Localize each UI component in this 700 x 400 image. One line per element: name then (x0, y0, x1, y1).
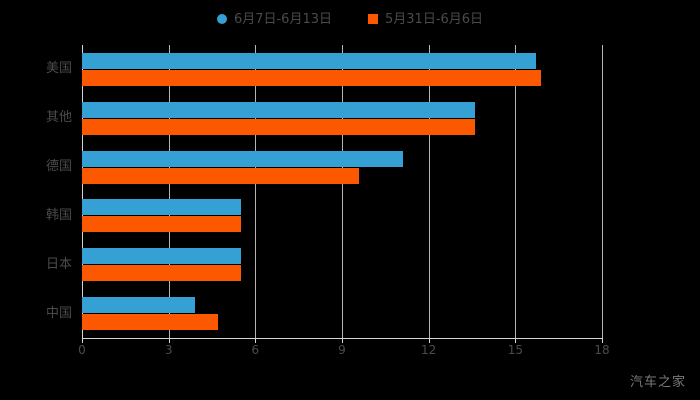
bar[interactable] (82, 297, 195, 314)
watermark: 汽车之家 (629, 375, 686, 390)
bar[interactable] (82, 150, 403, 167)
chart-legend: 6月7日-6月13日 5月31日-6月6日 (0, 8, 700, 30)
bar-group-1 (82, 101, 602, 135)
gridline-2 (255, 45, 257, 338)
bar[interactable] (82, 216, 241, 233)
x-axis-tick-label: 18 (594, 343, 610, 357)
legend-label: 6月7日-6月13日 (233, 11, 332, 27)
gridline-4 (428, 45, 430, 338)
x-axis-tick-label: 0 (78, 343, 86, 357)
gridline-3 (342, 45, 343, 338)
x-axis-tick-label: 15 (507, 343, 523, 357)
bar[interactable] (82, 69, 542, 86)
legend-item-0[interactable]: 6月7日-6月13日 (216, 11, 332, 27)
x-axis-tick-label: 9 (338, 343, 346, 357)
y-axis-tick-label: 日本 (45, 256, 72, 272)
x-axis-tick-mark (342, 338, 343, 343)
legend-item-1[interactable]: 5月31日-6月6日 (368, 13, 483, 26)
x-axis-tick-mark (255, 338, 257, 343)
y-axis-tick-label: 中国 (45, 305, 72, 321)
bar-group-3 (82, 199, 602, 233)
gridline-1 (168, 45, 170, 338)
bar-group-2 (82, 150, 602, 184)
y-axis-tick-label: 韩国 (45, 207, 72, 223)
bar-group-0 (82, 52, 602, 86)
x-axis-tick-label: 3 (164, 343, 173, 357)
y-axis-tick-label: 美国 (45, 61, 72, 77)
gridline-0 (82, 45, 83, 338)
bar[interactable] (82, 265, 241, 282)
bar[interactable] (82, 118, 475, 135)
x-axis-tick-mark (428, 338, 430, 343)
bar[interactable] (82, 199, 241, 216)
bar-group-4 (82, 248, 602, 282)
y-axis-tick-label: 德国 (45, 159, 72, 175)
bar[interactable] (82, 314, 218, 331)
bar-group-5 (82, 297, 602, 331)
x-axis-tick-label: 12 (421, 343, 437, 357)
x-axis-tick-mark (602, 338, 603, 343)
bar[interactable] (82, 101, 475, 118)
y-axis-tick-label: 其他 (45, 110, 72, 126)
x-axis-tick-mark (168, 338, 170, 343)
gridline-5 (515, 45, 517, 338)
legend-swatch-icon (368, 14, 378, 24)
gridline-6 (602, 45, 603, 338)
x-axis-tick-mark (82, 338, 83, 343)
x-axis-tick-mark (515, 338, 517, 343)
y-axis-labels: 美国其他德国韩国日本中国 (0, 45, 72, 338)
plot-area (82, 45, 603, 338)
bar[interactable] (82, 248, 241, 265)
legend-label: 5月31日-6月6日 (385, 11, 484, 27)
legend-swatch-icon (216, 14, 227, 24)
bar[interactable] (82, 52, 536, 69)
x-axis-tick-label: 6 (251, 343, 260, 357)
bar[interactable] (82, 167, 360, 184)
